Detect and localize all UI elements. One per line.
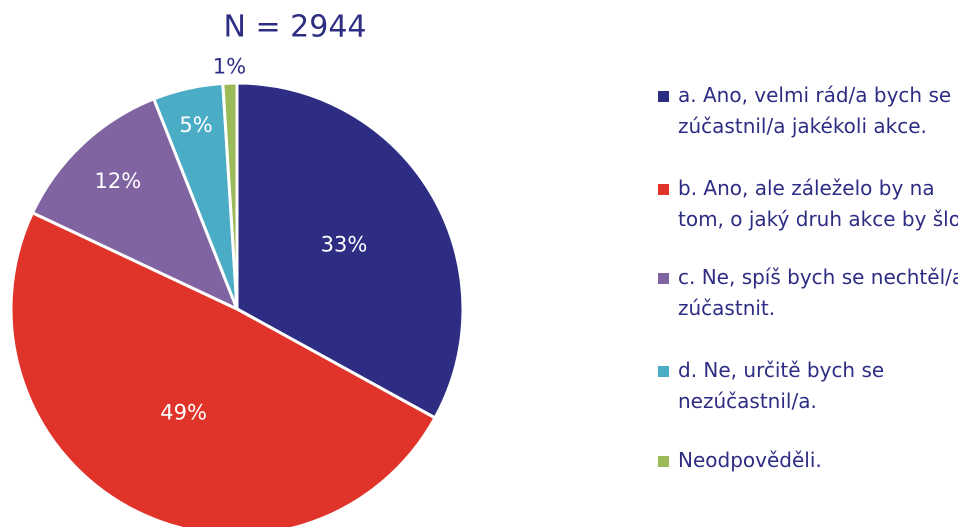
legend-item: Neodpověděli. xyxy=(658,445,958,476)
legend-label: d. Ne, určitě bych se nezúčastnil/a. xyxy=(678,358,885,413)
legend-label: Neodpověděli. xyxy=(678,448,822,472)
data-label: 12% xyxy=(95,169,142,193)
legend-swatch xyxy=(658,273,669,284)
legend-item: b. Ano, ale záleželo by na tom, o jaký d… xyxy=(658,173,958,235)
data-label: 49% xyxy=(160,401,207,425)
chart-title: N = 2944 xyxy=(224,10,367,45)
legend-item: a. Ano, velmi rád/a bych se zúčastnil/a … xyxy=(658,80,958,142)
pie-slice xyxy=(221,81,239,310)
pie-slice xyxy=(235,81,465,420)
legend-swatch xyxy=(658,456,669,467)
legend-swatch xyxy=(658,91,669,102)
legend-item: c. Ne, spíš bych se nechtěl/a zúčastnit. xyxy=(658,262,958,324)
legend-label: b. Ano, ale záleželo by na tom, o jaký d… xyxy=(678,176,958,231)
data-label: 5% xyxy=(179,113,212,137)
pie-slice xyxy=(9,210,438,527)
legend-swatch xyxy=(658,366,669,377)
legend-label: c. Ne, spíš bych se nechtěl/a zúčastnit. xyxy=(678,265,958,320)
legend-swatch xyxy=(658,184,669,195)
legend-item: d. Ne, určitě bych se nezúčastnil/a. xyxy=(658,355,958,417)
data-label: 33% xyxy=(321,233,368,257)
data-label: 1% xyxy=(213,54,246,78)
legend-label: a. Ano, velmi rád/a bych se zúčastnil/a … xyxy=(678,83,952,138)
pie-slice xyxy=(30,96,240,312)
